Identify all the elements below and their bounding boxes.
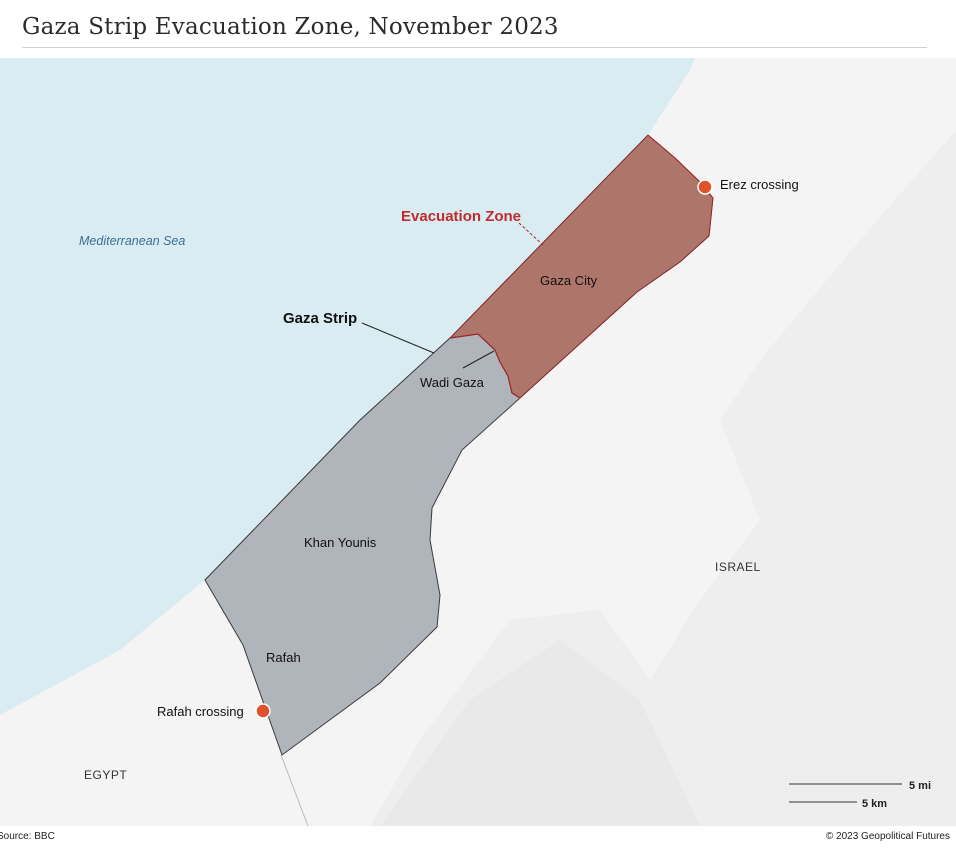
- evacuation-zone-label: Evacuation Zone: [401, 208, 521, 225]
- terrain-shading: [370, 130, 956, 826]
- sea-area: [0, 58, 695, 715]
- rafah-crossing-marker: [255, 703, 271, 719]
- scale-label-km: 5 km: [862, 798, 887, 810]
- egypt-label: EGYPT: [84, 768, 127, 782]
- terrain-shading-2: [380, 640, 700, 826]
- wadi-gaza-label: Wadi Gaza: [420, 375, 485, 390]
- wadi-gaza-leader-line: [462, 350, 495, 369]
- sea-label: Mediterranean Sea: [79, 234, 185, 248]
- erez-crossing-marker: [697, 179, 713, 195]
- egypt-border: [280, 754, 309, 827]
- source-note: Source: BBC: [0, 831, 55, 842]
- khan-younis-label: Khan Younis: [304, 535, 377, 550]
- gaza-city-label: Gaza City: [540, 273, 598, 288]
- israel-label: ISRAEL: [715, 560, 761, 574]
- copyright-credit: © 2023 Geopolitical Futures: [825, 831, 950, 842]
- map-title: Gaza Strip Evacuation Zone, November 202…: [22, 14, 559, 40]
- evacuation-zone-leader-line: [518, 222, 544, 246]
- title-divider: [22, 47, 927, 48]
- erez-crossing-label: Erez crossing: [720, 177, 799, 192]
- rafah-label: Rafah: [266, 650, 301, 665]
- scale-label-miles: 5 mi: [909, 780, 931, 792]
- gaza-strip-leader-line: [361, 322, 435, 354]
- rafah-crossing-label: Rafah crossing: [157, 704, 244, 719]
- gaza-strip-label: Gaza Strip: [283, 310, 357, 327]
